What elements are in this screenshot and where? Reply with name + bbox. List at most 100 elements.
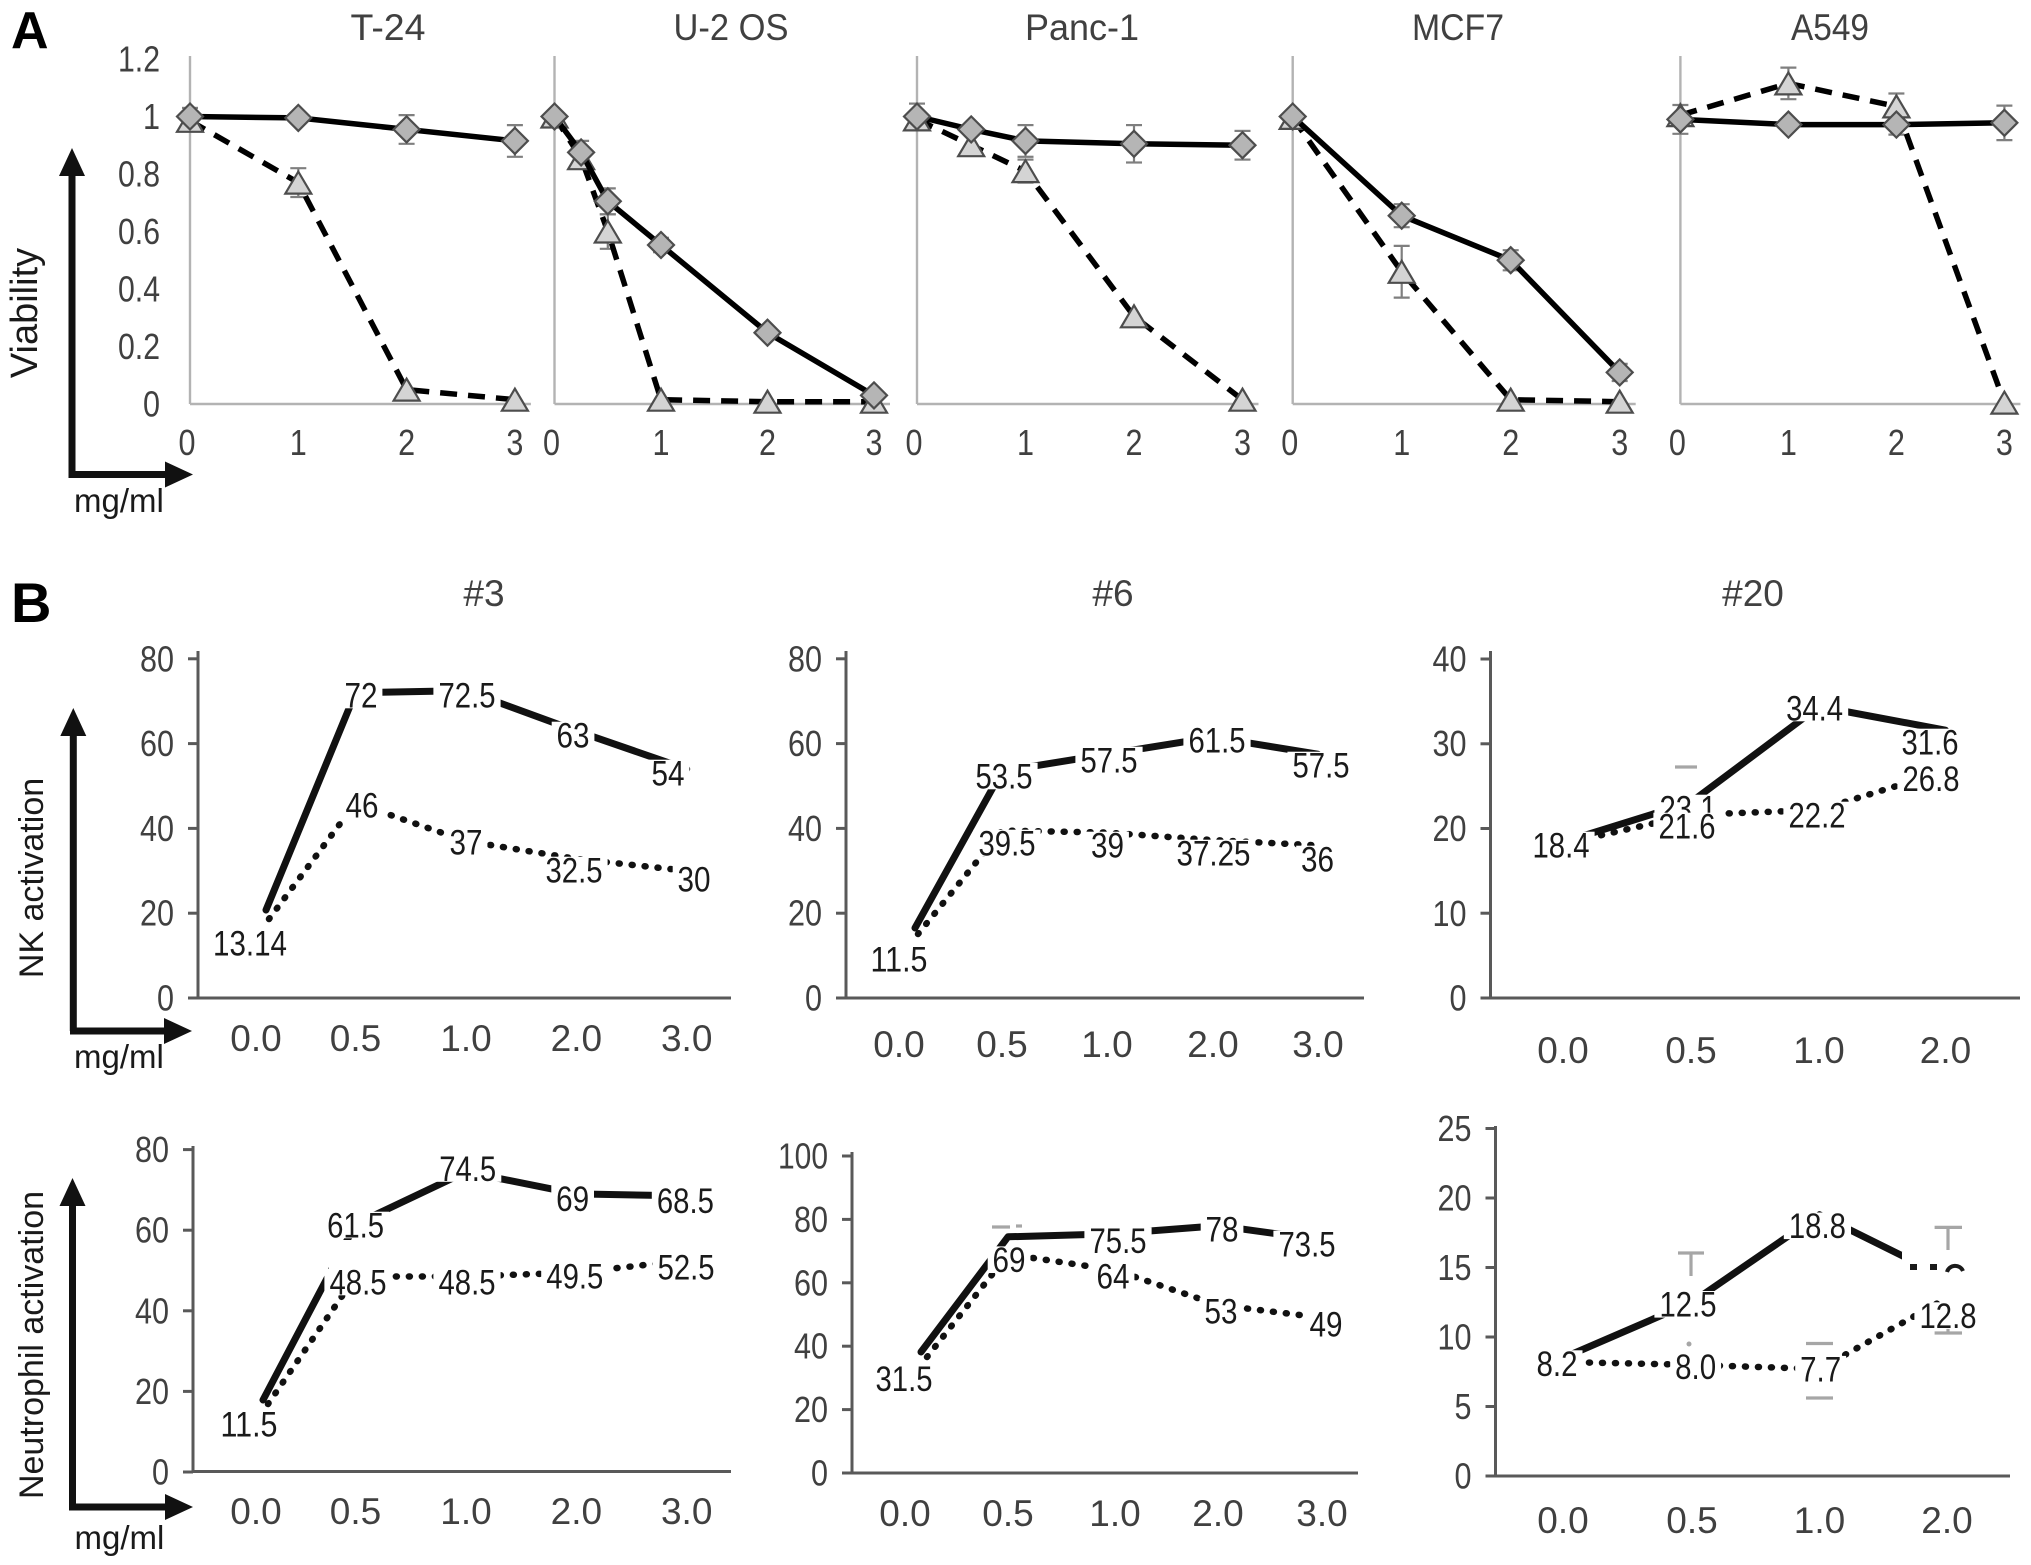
svg-text:8.0: 8.0 xyxy=(1675,1348,1716,1387)
svg-text:0: 0 xyxy=(1455,1456,1472,1497)
svg-text:68.5: 68.5 xyxy=(657,1182,714,1221)
svg-text:0: 0 xyxy=(179,422,196,463)
svg-text:2.0: 2.0 xyxy=(551,1018,602,1059)
svg-text:NK activation: NK activation xyxy=(13,778,51,978)
svg-text:0: 0 xyxy=(811,1453,828,1494)
svg-text:75.5: 75.5 xyxy=(1090,1222,1147,1261)
svg-text:1: 1 xyxy=(1780,422,1797,463)
svg-text:2.0: 2.0 xyxy=(1192,1493,1243,1534)
svg-text:20: 20 xyxy=(1438,1178,1472,1219)
svg-text:36: 36 xyxy=(1301,840,1334,879)
svg-text:0.0: 0.0 xyxy=(230,1491,281,1532)
svg-text:12.5: 12.5 xyxy=(1660,1286,1717,1325)
svg-text:80: 80 xyxy=(140,638,174,679)
svg-text:Neutrophil activation: Neutrophil activation xyxy=(13,1191,51,1499)
svg-text:78: 78 xyxy=(1206,1210,1239,1249)
svg-text:20: 20 xyxy=(135,1371,169,1412)
svg-text:60: 60 xyxy=(794,1262,828,1303)
svg-text:46: 46 xyxy=(346,786,379,825)
svg-text:#20: #20 xyxy=(1722,573,1784,614)
svg-text:34.4: 34.4 xyxy=(1786,689,1843,728)
svg-text:0: 0 xyxy=(157,978,174,1019)
svg-text:#3: #3 xyxy=(463,573,504,614)
svg-text:63: 63 xyxy=(557,716,590,755)
svg-text:mg/ml: mg/ml xyxy=(74,1038,164,1075)
svg-text:54: 54 xyxy=(652,754,685,793)
svg-text:1.0: 1.0 xyxy=(1793,1030,1844,1071)
svg-text:B: B xyxy=(11,571,51,634)
svg-text:57.5: 57.5 xyxy=(1081,741,1138,780)
svg-text:2: 2 xyxy=(1888,422,1905,463)
svg-text:21.6: 21.6 xyxy=(1659,807,1716,846)
svg-text:0.5: 0.5 xyxy=(976,1024,1027,1065)
svg-text:3.0: 3.0 xyxy=(1296,1493,1347,1534)
svg-text:80: 80 xyxy=(794,1199,828,1240)
svg-text:11.5: 11.5 xyxy=(871,940,928,979)
svg-text:0.0: 0.0 xyxy=(1537,1030,1588,1071)
svg-text:0.5: 0.5 xyxy=(1665,1030,1716,1071)
svg-text:100: 100 xyxy=(778,1136,828,1177)
svg-text:11.5: 11.5 xyxy=(221,1405,278,1444)
svg-text:31.6: 31.6 xyxy=(1902,723,1959,762)
svg-text:53: 53 xyxy=(1205,1292,1238,1331)
svg-text:0: 0 xyxy=(543,422,560,463)
svg-text:40: 40 xyxy=(140,808,174,849)
svg-text:72: 72 xyxy=(345,676,378,715)
svg-text:0: 0 xyxy=(152,1452,169,1493)
svg-text:18.4: 18.4 xyxy=(1533,826,1590,865)
svg-text:0: 0 xyxy=(1669,422,1686,463)
svg-text:A: A xyxy=(11,2,49,60)
svg-text:5: 5 xyxy=(1455,1386,1472,1427)
svg-text:3: 3 xyxy=(1996,422,2013,463)
svg-text:20: 20 xyxy=(788,893,822,934)
svg-text:0.5: 0.5 xyxy=(330,1018,381,1059)
svg-text:69: 69 xyxy=(556,1180,589,1219)
svg-text:22.2: 22.2 xyxy=(1789,796,1846,835)
svg-text:48.5: 48.5 xyxy=(439,1263,496,1302)
svg-text:0: 0 xyxy=(1450,978,1467,1019)
svg-text:0.5: 0.5 xyxy=(1666,1500,1717,1541)
svg-text:3.0: 3.0 xyxy=(1292,1024,1343,1065)
svg-text:T-24: T-24 xyxy=(351,7,426,48)
svg-text:64: 64 xyxy=(1097,1257,1130,1296)
svg-text:40: 40 xyxy=(794,1326,828,1367)
svg-text:MCF7: MCF7 xyxy=(1412,7,1504,48)
svg-text:73.5: 73.5 xyxy=(1279,1225,1336,1264)
svg-text:1.0: 1.0 xyxy=(440,1491,491,1532)
svg-text:32.5: 32.5 xyxy=(546,851,603,890)
svg-text:3.0: 3.0 xyxy=(661,1491,712,1532)
svg-text:#6: #6 xyxy=(1092,573,1133,614)
svg-text:0: 0 xyxy=(143,384,160,425)
svg-text:37: 37 xyxy=(450,823,483,862)
svg-text:40: 40 xyxy=(135,1290,169,1331)
svg-text:39: 39 xyxy=(1091,826,1124,865)
svg-text:3: 3 xyxy=(1611,422,1628,463)
svg-text:3.0: 3.0 xyxy=(661,1018,712,1059)
svg-text:2.0: 2.0 xyxy=(1920,1030,1971,1071)
svg-text:1: 1 xyxy=(1393,422,1410,463)
svg-text:1: 1 xyxy=(143,96,160,137)
svg-text:49: 49 xyxy=(1310,1305,1343,1344)
svg-text:3: 3 xyxy=(1234,422,1251,463)
svg-text:0.5: 0.5 xyxy=(982,1493,1033,1534)
svg-text:60: 60 xyxy=(788,723,822,764)
svg-text:1.2: 1.2 xyxy=(118,39,160,80)
svg-text:61.5: 61.5 xyxy=(1189,721,1246,760)
svg-text:12.8: 12.8 xyxy=(1920,1297,1977,1336)
svg-text:31.5: 31.5 xyxy=(876,1360,933,1399)
svg-text:37.25: 37.25 xyxy=(1177,834,1251,873)
svg-text:74.5: 74.5 xyxy=(439,1150,496,1189)
svg-text:52.5: 52.5 xyxy=(658,1248,715,1287)
svg-text:15: 15 xyxy=(1438,1247,1472,1288)
svg-text:7.7: 7.7 xyxy=(1800,1351,1841,1390)
svg-text:40: 40 xyxy=(788,808,822,849)
svg-text:10: 10 xyxy=(1438,1317,1472,1358)
svg-text:20: 20 xyxy=(140,893,174,934)
svg-text:0.5: 0.5 xyxy=(330,1491,381,1532)
svg-text:U-2 OS: U-2 OS xyxy=(674,7,789,48)
svg-text:69: 69 xyxy=(993,1241,1026,1280)
svg-text:2.0: 2.0 xyxy=(1921,1500,1972,1541)
svg-text:0.0: 0.0 xyxy=(230,1018,281,1059)
svg-text:3: 3 xyxy=(866,422,883,463)
svg-text:48.5: 48.5 xyxy=(330,1263,387,1302)
